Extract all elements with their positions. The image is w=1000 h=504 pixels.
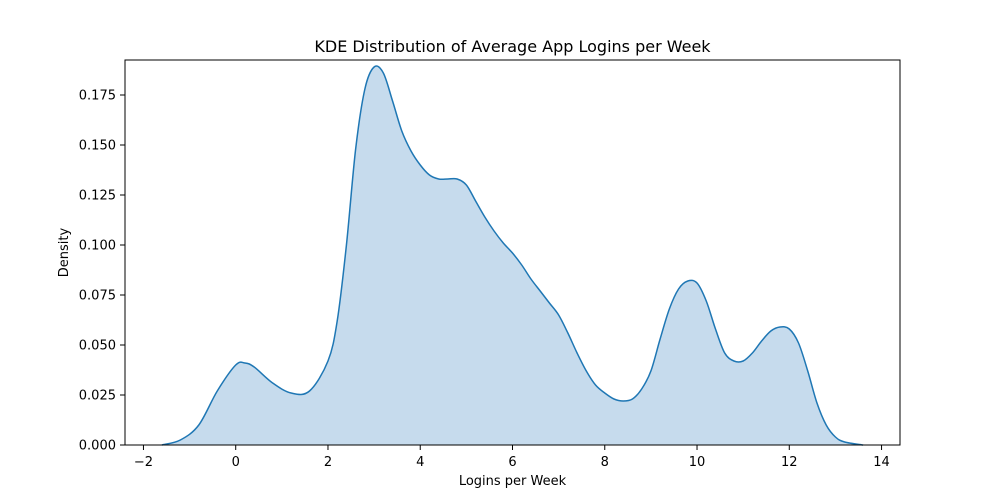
x-tick-label: 10 xyxy=(689,455,706,470)
x-tick-label: 4 xyxy=(416,455,424,470)
x-axis-ticks: −2 0 2 4 6 8 10 12 14 xyxy=(134,445,890,470)
plot-area xyxy=(124,59,901,446)
y-tick-label: 0.075 xyxy=(79,289,116,304)
x-axis-label: Logins per Week xyxy=(459,474,567,489)
x-tick-label: 12 xyxy=(781,455,798,470)
x-tick-label: 14 xyxy=(873,455,890,470)
kde-curve-line xyxy=(161,65,864,446)
y-tick-label: 0.100 xyxy=(79,239,116,254)
y-tick-label: 0.000 xyxy=(79,439,116,454)
kde-area-fill xyxy=(161,66,864,445)
x-tick-label: 2 xyxy=(324,455,332,470)
x-tick-label: 8 xyxy=(601,455,609,470)
x-tick-label: 0 xyxy=(232,455,240,470)
y-axis-ticks: 0.000 0.025 0.050 0.075 0.100 0.125 0.150 0.175 xyxy=(79,89,125,454)
x-tick-label: −2 xyxy=(134,455,153,470)
y-tick-label: 0.150 xyxy=(79,139,116,154)
chart-title: KDE Distribution of Average App Logins p… xyxy=(314,37,711,56)
x-tick-label: 6 xyxy=(508,455,516,470)
y-tick-label: 0.125 xyxy=(79,189,116,204)
y-tick-label: 0.175 xyxy=(79,89,116,104)
y-axis-label: Density xyxy=(57,227,72,277)
y-tick-label: 0.050 xyxy=(79,339,116,354)
y-tick-label: 0.025 xyxy=(79,389,116,404)
